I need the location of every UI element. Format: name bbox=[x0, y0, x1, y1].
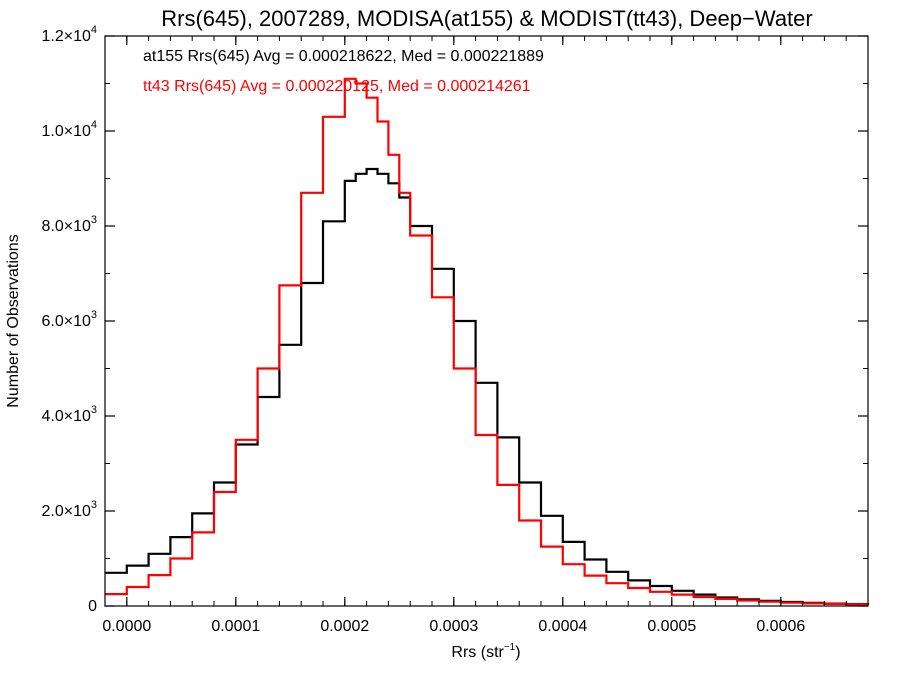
y-axis-label: Number of Observations bbox=[5, 234, 22, 407]
x-tick-label: 0.0005 bbox=[647, 618, 696, 635]
y-tick-label: 6.0×103 bbox=[41, 309, 97, 330]
y-tick-label: 0 bbox=[88, 598, 97, 615]
x-tick-label: 0.0006 bbox=[756, 618, 805, 635]
x-axis-label-close: ) bbox=[515, 644, 520, 661]
y-tick-label: 1.2×104 bbox=[41, 24, 97, 45]
x-tick-label: 0.0002 bbox=[320, 618, 369, 635]
y-tick-label: 8.0×103 bbox=[41, 214, 97, 235]
x-tick-label: 0.0001 bbox=[211, 618, 260, 635]
x-axis-label-superscript: −1 bbox=[504, 642, 516, 653]
series-layer bbox=[105, 77, 870, 606]
y-tick-label: 1.0×104 bbox=[41, 119, 97, 140]
plot-frame bbox=[104, 35, 869, 607]
x-tick-label: 0.0000 bbox=[102, 618, 151, 635]
y-tick-label: 2.0×103 bbox=[41, 499, 97, 520]
annotation-tt43: tt43 Rrs(645) Avg = 0.000220125, Med = 0… bbox=[143, 78, 531, 95]
x-axis-label: Rrs (str−1) bbox=[451, 642, 520, 661]
x-axis-label-main: Rrs (str bbox=[451, 644, 504, 661]
series-line-tt43 bbox=[105, 77, 870, 606]
annotation-at155: at155 Rrs(645) Avg = 0.000218622, Med = … bbox=[143, 48, 544, 65]
y-tick-label: 4.0×103 bbox=[41, 404, 97, 425]
chart-title: Rrs(645), 2007289, MODISA(at155) & MODIS… bbox=[161, 6, 812, 31]
ticks-layer: 0.0000 0.0001 0.0002 0.0003 0.0004 0.0005 0.00… bbox=[41, 24, 868, 635]
x-tick-label: 0.0004 bbox=[538, 618, 587, 635]
series-line-at155 bbox=[105, 167, 870, 606]
x-tick-label: 0.0003 bbox=[429, 618, 478, 635]
